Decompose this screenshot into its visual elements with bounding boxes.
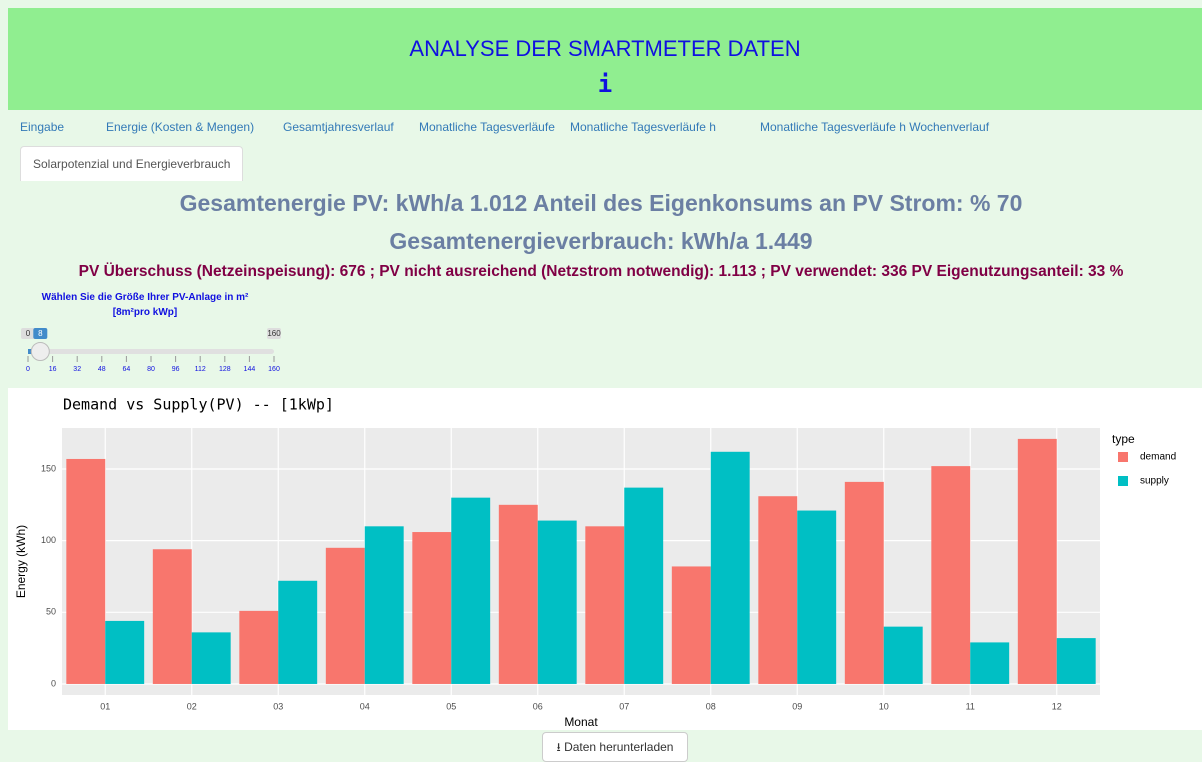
x-tick-label: 01 [100,701,110,711]
header-title: ANALYSE DER SMARTMETER DATEN [409,36,801,61]
x-tick-label: 03 [273,701,283,711]
button-label: Daten herunterladen [564,740,674,754]
bar [624,487,664,684]
bar [844,481,884,684]
bar [1056,638,1096,684]
x-tick-label: 08 [706,701,716,711]
x-tick-label: 12 [1052,701,1062,711]
legend-swatch [1118,452,1128,462]
slider-tick-label: 48 [98,366,106,373]
bar [585,526,625,684]
slider-tick-label: 80 [147,366,155,373]
bar [278,580,318,684]
stat-detail: PV Überschuss (Netzeinspeisung): 676 ; P… [78,263,1124,280]
bar [105,620,145,684]
slider-badge [21,328,35,339]
y-tick-label: 0 [51,678,56,688]
plot-panel [62,428,1100,695]
slider-tick-label: 64 [123,366,131,373]
slider-tick-label: 112 [195,366,206,373]
bar [710,451,750,684]
bar [66,458,106,684]
x-tick-label: 05 [446,701,456,711]
bar [364,526,404,684]
header: ANALYSE DER SMARTMETER DATEN i [8,8,1202,110]
slider-value-label: 0 [26,329,31,338]
legend-title: type [1112,432,1135,446]
x-tick-label: 07 [619,701,629,711]
stat-consumption: Gesamtenergieverbrauch: kWh/a 1.449 [389,228,813,254]
tab[interactable]: Solarpotenzial und Energieverbrauch [20,146,244,181]
bar [797,510,837,684]
bar [883,626,923,684]
chart: Demand vs Supply(PV) -- [1kWp]0501001500… [8,388,1202,730]
x-tick-label: 09 [792,701,802,711]
x-axis-label: Monat [564,715,598,729]
info-icon[interactable]: i [597,70,613,98]
legend-label: demand [1140,452,1176,463]
slider-handle [30,342,50,361]
tab[interactable]: Monatliche Tagesverläufe h Wochenverlauf [760,120,990,134]
bar [152,549,192,684]
y-tick-label: 100 [41,535,56,545]
x-tick-label: 04 [360,701,370,711]
tab[interactable]: Eingabe [20,120,65,134]
chart-title: Demand vs Supply(PV) -- [1kWp] [63,396,334,414]
bar [451,497,491,684]
slider-badge [267,328,281,339]
slider-tick-label: 0 [26,366,30,373]
slider-badge [33,328,48,339]
slider-tick-label: 160 [268,366,280,373]
legend-label: supply [1140,476,1169,487]
stat-pv: Gesamtenergie PV: kWh/a 1.012 Anteil des… [179,190,1023,216]
slider-sublabel: [8m²pro kWp] [112,307,178,318]
bar [498,504,538,684]
bar [537,520,577,684]
bar [191,632,231,684]
tab[interactable]: Monatliche Tagesverläufe [419,120,555,134]
bar [1017,438,1057,684]
slider-label: Wählen Sie die Größe Ihrer PV-Anlage in … [41,292,249,303]
x-tick-label: 02 [187,701,197,711]
bar [758,496,798,684]
slider-track [28,349,274,354]
legend-swatch [1118,476,1128,486]
slider-value-label: 8 [38,329,43,338]
y-tick-label: 150 [41,463,56,473]
y-tick-label: 50 [46,607,56,617]
x-tick-label: 06 [533,701,543,711]
bar [931,466,971,684]
slider-tick-label: 144 [244,366,256,373]
bar [325,547,365,684]
x-tick-label: 11 [966,701,975,711]
slider-tick-label: 96 [172,366,180,373]
slider-tick-label: 128 [219,366,231,373]
x-tick-label: 10 [879,701,889,711]
tab[interactable]: Monatliche Tagesverläufe h [570,120,716,134]
slider-value-label: 160 [267,329,281,338]
download-button[interactable]: ⭳ Daten herunterladen [542,732,688,762]
bar [239,610,279,684]
slider-tick-label: 32 [73,366,81,373]
slider-tick-label: 16 [49,366,57,373]
y-axis-label: Energy (kWh) [14,525,28,598]
tab[interactable]: Gesamtjahresverlauf [283,120,394,134]
bar [412,532,452,684]
tab[interactable]: Energie (Kosten & Mengen) [106,120,255,134]
bar [970,642,1010,684]
bar [671,566,711,684]
